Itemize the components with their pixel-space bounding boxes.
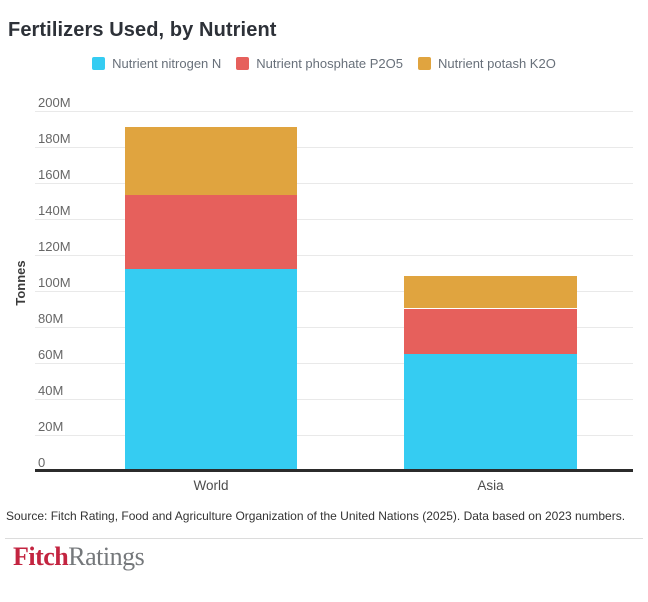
- y-tick-label-140M: 140M: [38, 202, 71, 218]
- y-tick-label-80M: 80M: [38, 310, 64, 326]
- gridline-140M: [35, 218, 633, 220]
- logo-ratings-text: Ratings: [68, 542, 145, 571]
- gridline-180M: [35, 146, 633, 148]
- bar-segment-world-phosphate[interactable]: [125, 195, 297, 269]
- y-tick-label-40M: 40M: [38, 382, 64, 398]
- gridline-40M: [35, 398, 633, 400]
- y-tick-label-20M: 20M: [38, 418, 64, 434]
- legend-item-potash[interactable]: Nutrient potash K2O: [418, 56, 556, 71]
- y-tick-label-100M: 100M: [38, 274, 71, 290]
- x-category-label-asia: Asia: [477, 478, 504, 493]
- y-tick-label-0: 0: [38, 454, 46, 470]
- fitchratings-logo: FitchRatings: [13, 542, 145, 572]
- y-tick-label-120M: 120M: [38, 238, 71, 254]
- bar-segment-asia-potash[interactable]: [404, 276, 577, 309]
- legend-label: Nutrient nitrogen N: [112, 56, 222, 71]
- source-note: Source: Fitch Rating, Food and Agricultu…: [6, 509, 626, 523]
- gridline-100M: [35, 290, 633, 292]
- y-tick-label-180M: 180M: [38, 130, 71, 146]
- bar-segment-world-nitrogen[interactable]: [125, 268, 297, 471]
- x-axis-line: [35, 469, 633, 472]
- gridline-20M: [35, 434, 633, 436]
- y-axis-title: Tonnes: [13, 260, 28, 306]
- bar-segment-asia-phosphate[interactable]: [404, 308, 577, 354]
- y-tick-label-160M: 160M: [38, 166, 71, 182]
- legend-label: Nutrient phosphate P2O5: [256, 56, 404, 71]
- gridline-160M: [35, 182, 633, 184]
- legend-item-phosphate[interactable]: Nutrient phosphate P2O5: [236, 56, 403, 71]
- y-tick-label-60M: 60M: [38, 346, 64, 362]
- legend-item-nitrogen[interactable]: Nutrient nitrogen N: [92, 56, 221, 71]
- logo-fitch-text: Fitch: [13, 542, 69, 571]
- potash-swatch-icon: [418, 57, 432, 70]
- footer-divider: [5, 538, 643, 539]
- gridline-60M: [35, 362, 633, 364]
- gridline-200M: [35, 110, 633, 112]
- chart-title: Fertilizers Used, by Nutrient: [8, 19, 277, 41]
- bar-segment-asia-nitrogen[interactable]: [404, 353, 577, 471]
- phosphate-swatch-icon: [236, 57, 250, 70]
- x-category-label-world: World: [193, 478, 229, 493]
- bar-segment-world-potash[interactable]: [125, 126, 297, 196]
- nitrogen-swatch-icon: [92, 57, 106, 70]
- legend: Nutrient nitrogen N Nutrient phosphate P…: [0, 56, 648, 71]
- y-tick-label-200M: 200M: [38, 94, 71, 110]
- gridline-120M: [35, 254, 633, 256]
- legend-label: Nutrient potash K2O: [438, 56, 556, 71]
- gridline-80M: [35, 326, 633, 328]
